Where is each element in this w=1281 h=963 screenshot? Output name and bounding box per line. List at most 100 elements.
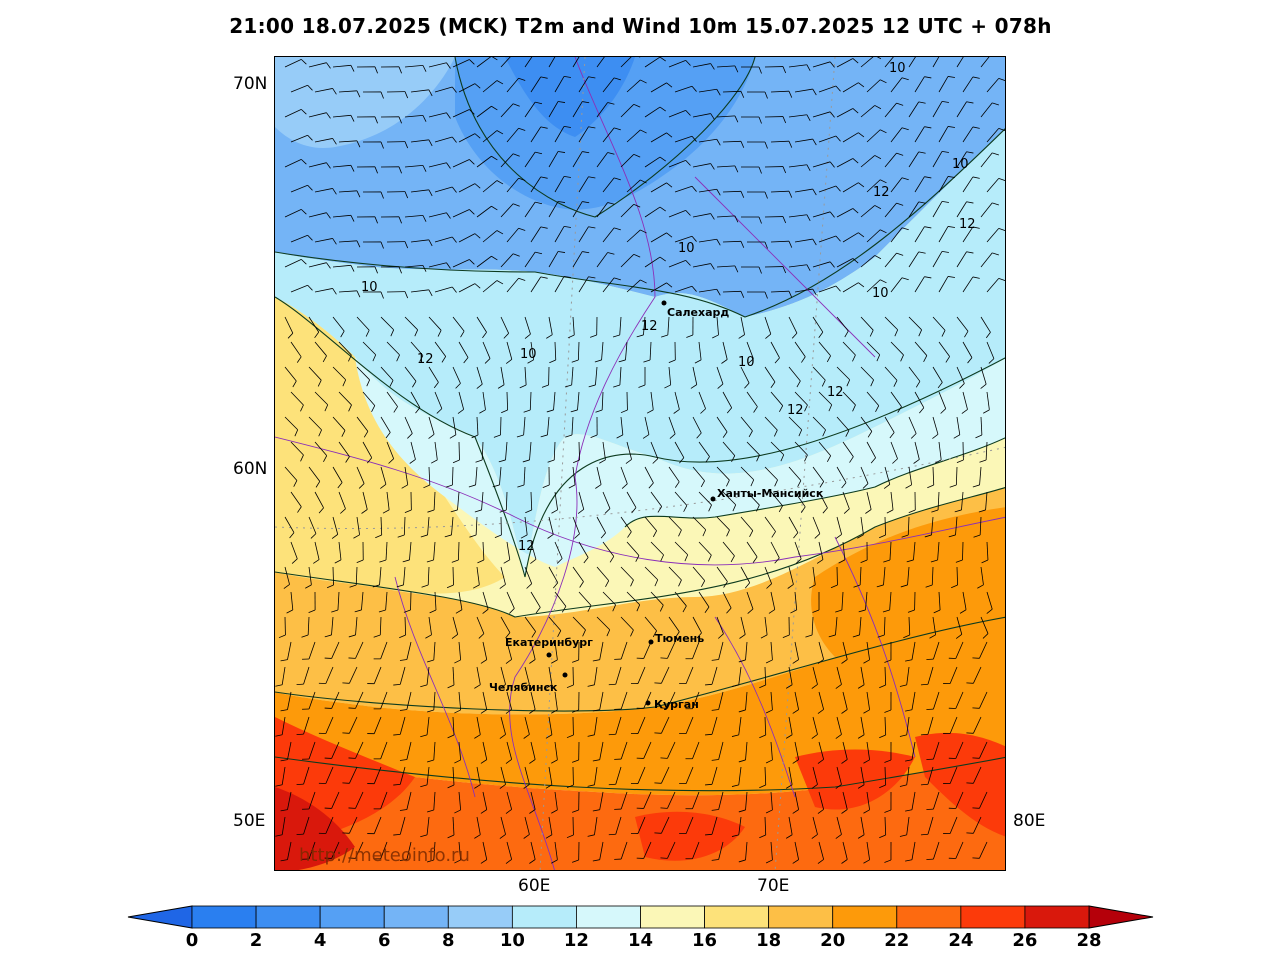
wind-barb: [572, 466, 576, 485]
wind-barb: [980, 102, 993, 118]
wind-barb-feather: [947, 276, 955, 278]
wind-barb: [601, 341, 604, 360]
wind-barb-feather: [812, 88, 817, 96]
wind-barb-feather: [884, 709, 892, 713]
wind-barb: [667, 791, 676, 809]
wind-barb-feather: [474, 684, 481, 689]
wind-barb-feather: [348, 404, 352, 412]
wind-barb: [332, 164, 351, 168]
wind-barb-feather: [841, 659, 848, 664]
lon-label-50e: 50E: [233, 811, 266, 831]
wind-barb-feather: [947, 226, 955, 228]
wind-barb: [908, 201, 920, 218]
wind-barb-feather: [426, 759, 434, 763]
wind-barb-feather: [540, 176, 548, 179]
wind-barb: [332, 264, 351, 268]
wind-barb: [548, 616, 562, 631]
wind-barb: [506, 277, 519, 293]
wind-barb: [644, 516, 657, 531]
wind-barb-feather: [604, 508, 611, 514]
wind-barb: [596, 102, 608, 118]
wind-barb: [908, 151, 920, 168]
wind-barb-feather: [332, 288, 337, 295]
wind-barb-feather: [449, 434, 457, 439]
wind-barb: [434, 136, 453, 143]
wind-barb: [637, 816, 646, 834]
lat-label-70n: 70N: [233, 74, 268, 94]
wind-barb-feather: [913, 459, 920, 464]
wind-barb-feather: [474, 233, 481, 239]
wind-barb: [458, 541, 460, 561]
wind-barb-feather: [546, 334, 553, 339]
wind-barb: [692, 113, 711, 118]
wind-barb-feather: [705, 683, 713, 686]
wind-barb-feather: [932, 433, 939, 439]
wind-barb-feather: [853, 584, 861, 588]
wind-barb-feather: [588, 126, 596, 129]
wind-barb-feather: [558, 201, 566, 203]
wind-barb: [770, 691, 773, 710]
wind-barb: [338, 290, 357, 293]
wind-barb-feather: [428, 289, 433, 297]
wind-barb-feather: [841, 709, 848, 714]
wind-barb-feather: [621, 483, 628, 489]
wind-barb-feather: [666, 182, 673, 188]
wind-barb-feather: [874, 205, 882, 210]
city-label-yekaterinburg: Екатеринбург: [505, 636, 593, 649]
wind-barb: [738, 666, 742, 685]
wind-barb-feather: [867, 431, 873, 438]
wind-barb: [933, 691, 940, 710]
wind-barb-feather: [812, 188, 817, 196]
wind-barb: [764, 716, 767, 736]
wind-barb: [866, 391, 880, 406]
wind-barb: [818, 135, 837, 143]
wind-barb-feather: [380, 483, 387, 489]
wind-barb: [482, 341, 491, 359]
wind-barb: [355, 741, 364, 759]
wind-barb: [500, 616, 511, 633]
wind-barb-feather: [588, 76, 596, 79]
wind-barb: [770, 741, 773, 760]
wind-barb-feather: [806, 164, 811, 172]
wind-barb-feather: [296, 356, 302, 363]
wind-barb-feather: [731, 834, 739, 837]
wind-barb: [337, 591, 340, 610]
wind-barb: [949, 816, 958, 834]
wind-barb: [303, 766, 310, 785]
wind-barb-feather: [780, 454, 785, 462]
wind-barb-feather: [398, 66, 402, 74]
wind-barb-feather: [331, 534, 338, 539]
wind-barb: [949, 666, 958, 684]
wind-barb: [973, 816, 982, 834]
wind-barb: [548, 151, 559, 168]
wind-barb: [287, 841, 292, 860]
wind-barb: [386, 391, 398, 407]
wind-barb: [554, 691, 558, 710]
wind-barb: [788, 316, 798, 334]
wind-barb: [643, 691, 652, 709]
wind-barb: [794, 741, 799, 760]
wind-barb-feather: [852, 404, 856, 412]
wind-barb: [668, 109, 686, 118]
wind-barb: [932, 416, 939, 435]
wind-barb: [458, 283, 476, 293]
wind-barb-feather: [540, 226, 548, 229]
wind-barb: [404, 114, 423, 118]
wind-barb-feather: [691, 235, 697, 242]
wind-barb-feather: [583, 557, 589, 564]
wind-barb-feather: [905, 484, 912, 489]
wind-barb: [451, 516, 454, 535]
wind-barb-feather: [452, 459, 460, 464]
wind-barb-feather: [774, 479, 778, 487]
lon-label-80e: 80E: [1013, 811, 1046, 831]
wind-barb-feather: [455, 383, 461, 389]
wind-barb-feather: [563, 176, 571, 178]
wind-barb: [385, 541, 388, 560]
wind-barb: [410, 189, 429, 193]
wind-barb-feather: [454, 659, 461, 664]
wind-barb-feather: [778, 505, 783, 513]
wind-barb-feather: [785, 734, 793, 739]
wind-barb: [596, 57, 605, 68]
wind-barb-feather: [401, 484, 408, 489]
wind-barb-feather: [819, 481, 825, 488]
